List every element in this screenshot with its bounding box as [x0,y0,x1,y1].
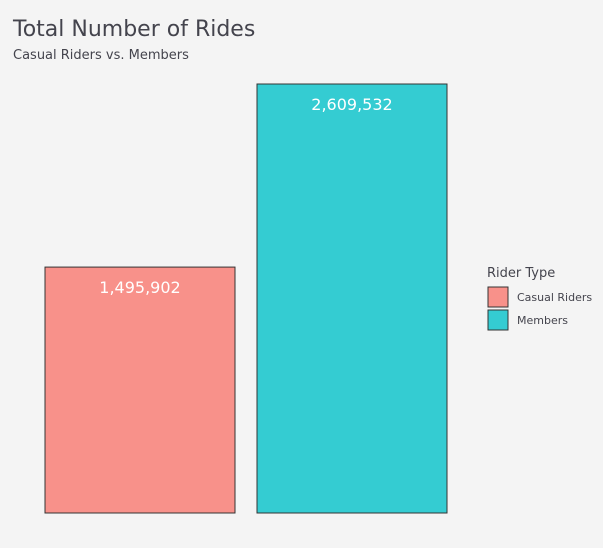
bar-value-label: 1,495,902 [99,278,180,297]
bar-members [256,83,448,514]
bar-casual-riders [44,266,236,514]
legend-title: Rider Type [487,266,555,281]
legend-label: Members [517,314,568,327]
legend: Rider Type Casual Riders Members [487,266,592,331]
bar-label-group: 1,495,902 2,609,532 [99,95,392,297]
chart-title: Total Number of Rides [12,17,255,42]
bar-value-label: 2,609,532 [311,95,392,114]
legend-entries: Casual Riders Members [487,286,592,331]
bar-group [44,83,448,514]
chart-subtitle: Casual Riders vs. Members [13,48,189,63]
legend-label: Casual Riders [517,291,592,304]
legend-swatch [487,286,509,308]
legend-swatch [487,309,509,331]
